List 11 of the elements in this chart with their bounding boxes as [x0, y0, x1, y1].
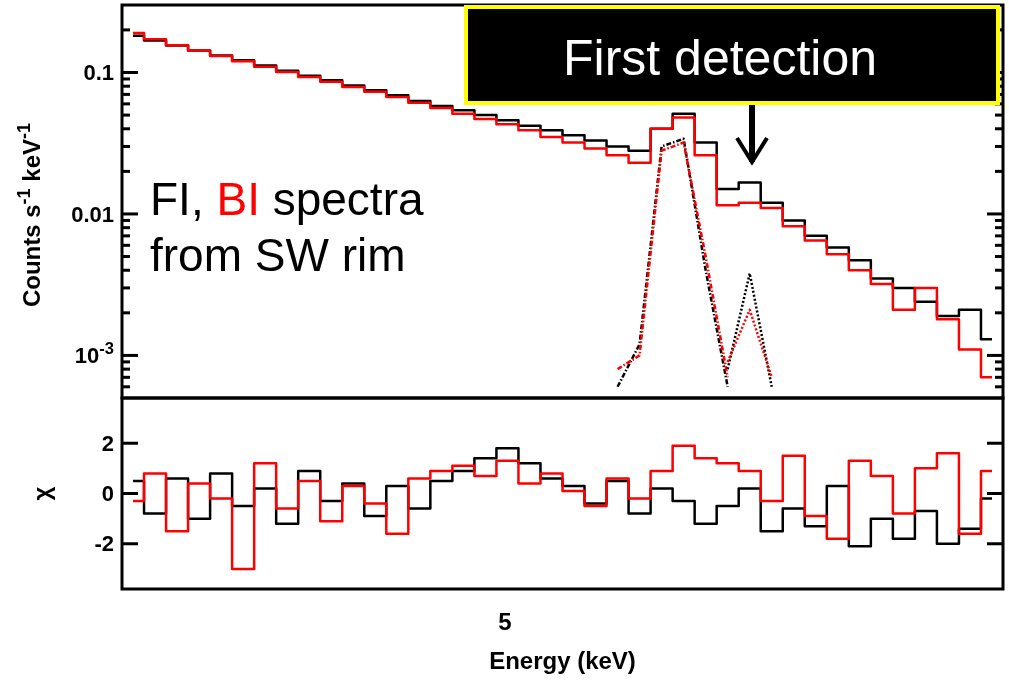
- y-tick-label: 2: [101, 430, 114, 456]
- y-axis-title: χ: [28, 486, 55, 501]
- y-tick-label: 10$^{-3}$: [74, 339, 114, 369]
- annotation: First detection: [562, 30, 878, 86]
- y-tick-label: 0.1: [83, 60, 114, 86]
- x-axis-title: Energy (keV): [489, 647, 636, 674]
- y-tick-label: 0.01: [71, 201, 114, 227]
- annotation: FI, BI spectra from SW rim: [150, 173, 424, 281]
- y-tick-label: 0: [101, 481, 114, 507]
- y-tick-label: -2: [94, 531, 114, 557]
- text: 5: [498, 608, 512, 635]
